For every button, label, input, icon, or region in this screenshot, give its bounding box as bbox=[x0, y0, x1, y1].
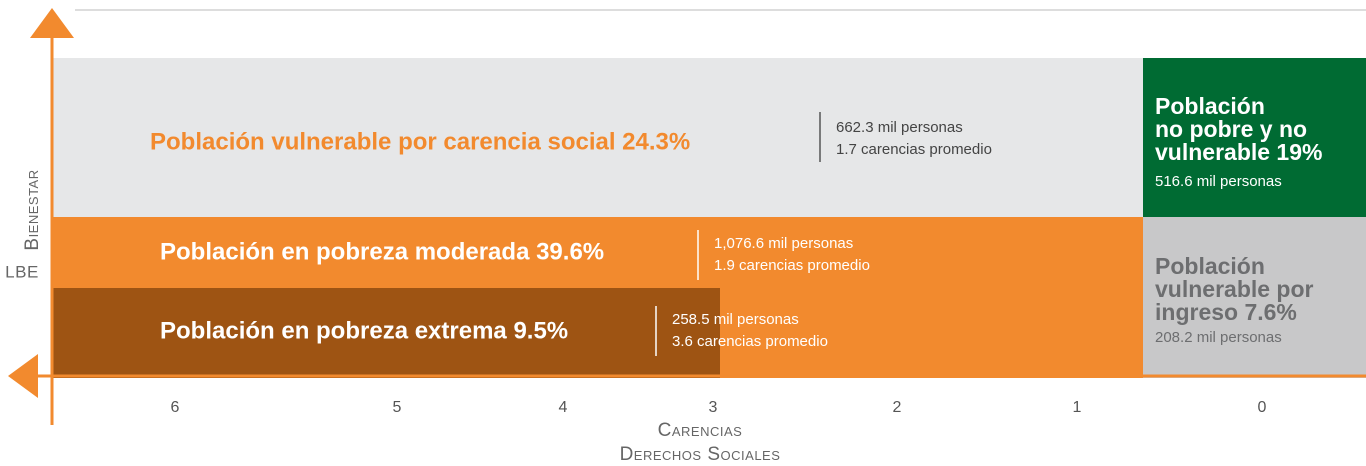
region-title: Población en pobreza extrema 9.5% bbox=[160, 317, 568, 344]
people: 1,076.6 mil personas bbox=[714, 235, 853, 252]
people: 208.2 mil personas bbox=[1155, 329, 1282, 346]
x-tick-label: 0 bbox=[1258, 399, 1267, 416]
region-title: Población en pobreza moderada 39.6% bbox=[160, 238, 604, 265]
region-vulnerable-ingreso bbox=[1143, 217, 1366, 378]
region-no-pobre bbox=[1143, 58, 1366, 217]
threshold-label: LBE bbox=[5, 262, 39, 281]
region-title-line: vulnerable por bbox=[1155, 276, 1314, 302]
region-title-line: Población bbox=[1155, 93, 1265, 119]
x-tick-label: 3 bbox=[709, 399, 718, 416]
y-axis-label: Bienestar bbox=[22, 169, 43, 250]
region-title-line: Población bbox=[1155, 253, 1265, 279]
x-axis-label: Derechos Sociales bbox=[620, 444, 781, 465]
x-tick-label: 6 bbox=[171, 399, 180, 416]
region-title-line: ingreso 7.6% bbox=[1155, 299, 1297, 325]
x-tick-label: 1 bbox=[1073, 399, 1082, 416]
x-arrow bbox=[8, 354, 38, 398]
deprivations: 3.6 carencias promedio bbox=[672, 333, 828, 350]
x-tick-label: 4 bbox=[559, 399, 568, 416]
region-title-line: vulnerable 19% bbox=[1155, 139, 1322, 165]
people: 662.3 mil personas bbox=[836, 119, 963, 136]
people: 258.5 mil personas bbox=[672, 311, 799, 328]
x-ticks: 6 5 4 3 2 1 0 bbox=[171, 399, 1267, 416]
deprivations: 1.9 carencias promedio bbox=[714, 257, 870, 274]
region-title: Población vulnerable por carencia social… bbox=[150, 128, 690, 155]
region-pobreza-extrema bbox=[52, 288, 720, 378]
x-axis-label: Carencias bbox=[658, 420, 743, 441]
deprivations: 1.7 carencias promedio bbox=[836, 141, 992, 158]
x-tick-label: 5 bbox=[393, 399, 402, 416]
people: 516.6 mil personas bbox=[1155, 173, 1282, 190]
region-title-line: no pobre y no bbox=[1155, 116, 1307, 142]
y-arrow bbox=[30, 8, 74, 38]
x-tick-label: 2 bbox=[893, 399, 902, 416]
region-vulnerable-carencia bbox=[52, 58, 1143, 217]
